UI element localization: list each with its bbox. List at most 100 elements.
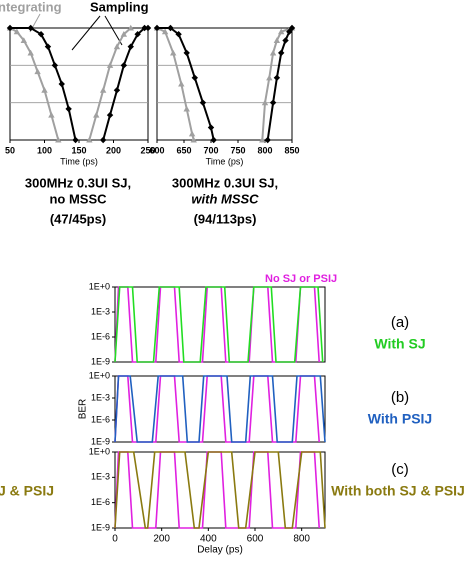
series-line bbox=[10, 27, 148, 141]
marker bbox=[278, 49, 285, 57]
marker bbox=[106, 62, 114, 68]
caption: (47/45ps) bbox=[50, 211, 106, 226]
marker bbox=[113, 43, 121, 50]
marker bbox=[120, 31, 128, 37]
no-sj-label: No SJ or PSIJ bbox=[265, 273, 337, 285]
marker bbox=[286, 28, 293, 35]
series-line bbox=[114, 286, 320, 363]
marker bbox=[199, 99, 207, 106]
marker bbox=[134, 31, 141, 38]
panel-label: With SJ bbox=[374, 336, 425, 352]
marker bbox=[27, 49, 34, 56]
x-tick-label: 150 bbox=[71, 145, 86, 155]
x-tick-label: 700 bbox=[203, 145, 218, 155]
y-tick-label: 1E-6 bbox=[91, 497, 110, 507]
marker bbox=[278, 28, 285, 35]
series-line bbox=[114, 375, 326, 443]
marker bbox=[41, 87, 48, 93]
marker bbox=[269, 99, 277, 106]
marker bbox=[167, 24, 174, 32]
marker bbox=[99, 87, 107, 93]
y-tick-label: 1E-9 bbox=[91, 436, 110, 446]
y-axis-label: BER bbox=[78, 399, 89, 420]
x-tick-label: 400 bbox=[200, 534, 217, 545]
series-line bbox=[156, 27, 293, 141]
marker bbox=[188, 130, 196, 137]
plot-frame bbox=[156, 27, 293, 141]
marker bbox=[120, 62, 128, 69]
y-tick-label: 1E-9 bbox=[91, 522, 110, 532]
x-axis-label: Delay (ps) bbox=[197, 545, 243, 556]
cut-label: J & PSIJ bbox=[0, 483, 54, 499]
marker bbox=[264, 136, 271, 144]
caption: with MSSC bbox=[191, 191, 259, 206]
marker bbox=[183, 49, 190, 57]
marker bbox=[170, 49, 177, 56]
series-line bbox=[114, 451, 320, 529]
x-tick-label: 650 bbox=[176, 145, 191, 155]
series-line bbox=[9, 27, 132, 141]
y-tick-label: 1E-9 bbox=[91, 356, 110, 366]
marker bbox=[48, 111, 55, 118]
arrow bbox=[71, 15, 101, 51]
arrow bbox=[104, 15, 123, 46]
marker bbox=[51, 62, 59, 69]
panel-tag: (a) bbox=[391, 314, 409, 331]
marker bbox=[178, 80, 185, 87]
caption: 300MHz 0.3UI SJ, bbox=[172, 175, 278, 190]
panel-label: With PSIJ bbox=[368, 411, 432, 427]
x-axis-label: Time (ps) bbox=[206, 156, 244, 166]
marker bbox=[65, 105, 72, 113]
marker bbox=[127, 43, 134, 50]
plot-frame bbox=[9, 27, 149, 141]
series-line bbox=[114, 286, 324, 363]
x-axis-label: Time (ps) bbox=[60, 156, 98, 166]
series-line bbox=[114, 451, 326, 529]
marker bbox=[269, 49, 277, 56]
marker bbox=[113, 87, 121, 94]
x-tick-label: 100 bbox=[37, 145, 52, 155]
x-tick-label: 800 bbox=[293, 534, 310, 545]
marker bbox=[266, 74, 273, 81]
panel-tag: (c) bbox=[391, 461, 409, 478]
marker bbox=[261, 99, 269, 106]
marker bbox=[127, 24, 134, 31]
marker bbox=[141, 24, 148, 32]
marker bbox=[210, 136, 217, 144]
sampling-label: Sampling bbox=[90, 0, 149, 14]
marker bbox=[44, 43, 52, 50]
marker bbox=[72, 136, 79, 144]
y-tick-label: 1E-3 bbox=[91, 472, 110, 482]
marker bbox=[58, 80, 65, 88]
x-tick-label: 800 bbox=[257, 145, 272, 155]
marker bbox=[273, 74, 281, 81]
marker bbox=[282, 37, 289, 44]
x-tick-label: 50 bbox=[5, 145, 15, 155]
x-tick-label: 250 bbox=[140, 145, 155, 155]
x-tick-label: 0 bbox=[112, 534, 118, 545]
marker bbox=[6, 24, 14, 32]
y-tick-label: 1E-6 bbox=[91, 414, 110, 424]
marker bbox=[273, 37, 281, 44]
marker bbox=[99, 136, 107, 144]
caption: (94/113ps) bbox=[194, 211, 257, 226]
plot-frame bbox=[114, 286, 326, 363]
marker bbox=[27, 24, 34, 32]
marker bbox=[86, 136, 93, 143]
integrating-label: ntegrating bbox=[0, 0, 62, 14]
marker bbox=[190, 136, 197, 143]
x-tick-label: 750 bbox=[230, 145, 245, 155]
y-tick-label: 1E-3 bbox=[91, 306, 110, 316]
x-tick-label: 200 bbox=[106, 145, 121, 155]
marker bbox=[37, 31, 45, 38]
marker bbox=[13, 28, 21, 35]
y-tick-label: 1E+0 bbox=[89, 446, 110, 456]
caption: no MSSC bbox=[49, 191, 107, 206]
marker bbox=[191, 74, 198, 81]
marker bbox=[153, 24, 161, 32]
marker bbox=[207, 124, 215, 131]
marker bbox=[259, 136, 266, 143]
x-tick-label: 600 bbox=[247, 534, 264, 545]
marker bbox=[106, 111, 114, 119]
